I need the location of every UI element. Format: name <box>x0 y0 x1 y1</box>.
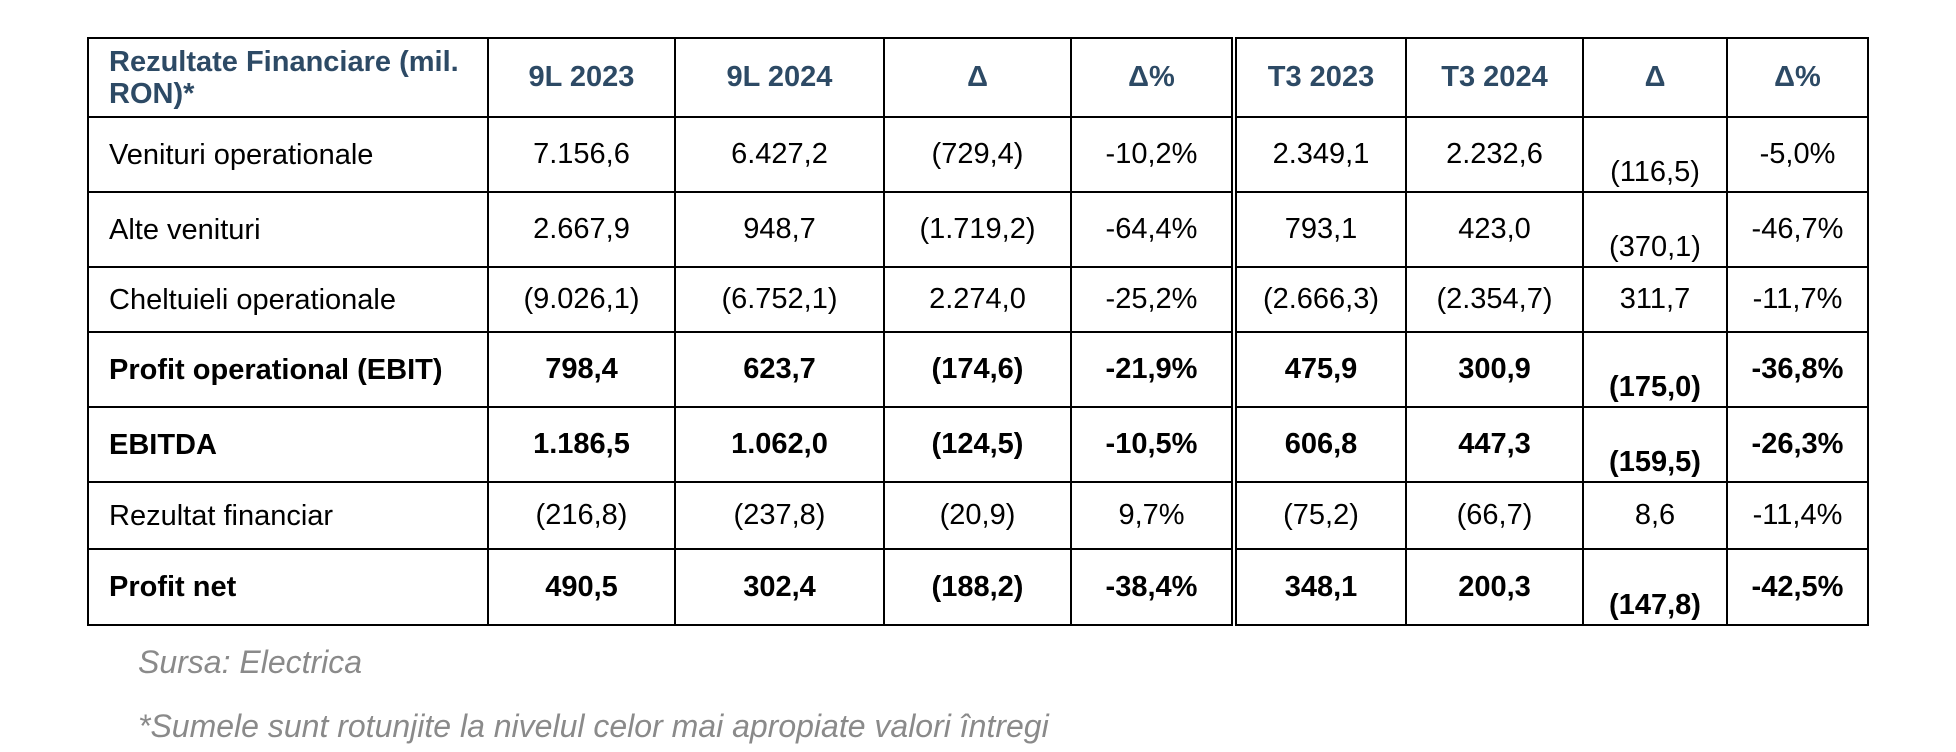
cell-t3-2024: 447,3 <box>1405 406 1584 483</box>
cell-9l-delta-pct: -21,9% <box>1070 331 1237 408</box>
cell-9l-2024: 6.427,2 <box>674 116 885 193</box>
cell-9l-delta-pct: -10,2% <box>1070 116 1237 193</box>
row-label: Rezultat financiar <box>87 481 489 550</box>
cell-9l-delta-pct: 9,7% <box>1070 481 1237 550</box>
table-row: EBITDA 1.186,5 1.062,0 (124,5) -10,5% 60… <box>87 406 1869 483</box>
table-row: Profit operational (EBIT) 798,4 623,7 (1… <box>87 331 1869 408</box>
cell-t3-delta: 311,7 <box>1582 266 1728 333</box>
cell-9l-delta-pct: -38,4% <box>1070 548 1237 626</box>
header-9l-2024: 9L 2024 <box>674 37 885 118</box>
table-header-row: Rezultate Financiare (mil. RON)* 9L 2023… <box>87 37 1869 118</box>
cell-9l-delta: (124,5) <box>883 406 1072 483</box>
cell-t3-2024: 423,0 <box>1405 191 1584 268</box>
row-label: Profit operational (EBIT) <box>87 331 489 408</box>
cell-9l-2024: (237,8) <box>674 481 885 550</box>
header-label: Rezultate Financiare (mil. RON)* <box>87 37 489 118</box>
cell-9l-delta-pct: -25,2% <box>1070 266 1237 333</box>
source-note: Sursa: Electrica <box>138 644 363 680</box>
cell-9l-2023: 798,4 <box>487 331 676 408</box>
cell-t3-2023: 2.349,1 <box>1233 116 1407 193</box>
cell-t3-delta-pct: -11,4% <box>1726 481 1869 550</box>
cell-t3-2023: 793,1 <box>1233 191 1407 268</box>
header-9l-delta-pct: Δ% <box>1070 37 1237 118</box>
row-label: EBITDA <box>87 406 489 483</box>
cell-t3-2023: (75,2) <box>1233 481 1407 550</box>
cell-9l-2023: 2.667,9 <box>487 191 676 268</box>
table-row: Venituri operationale 7.156,6 6.427,2 (7… <box>87 116 1869 193</box>
cell-t3-delta: (370,1) <box>1582 191 1728 268</box>
cell-9l-2024: 1.062,0 <box>674 406 885 483</box>
cell-t3-delta-pct: -11,7% <box>1726 266 1869 333</box>
cell-t3-2024: 2.232,6 <box>1405 116 1584 193</box>
financial-results-table: Rezultate Financiare (mil. RON)* 9L 2023… <box>87 37 1869 626</box>
cell-t3-delta-pct: -42,5% <box>1726 548 1869 626</box>
cell-t3-delta-pct: -36,8% <box>1726 331 1869 408</box>
cell-9l-delta: (20,9) <box>883 481 1072 550</box>
cell-t3-delta: (175,0) <box>1582 331 1728 408</box>
cell-t3-delta-pct: -46,7% <box>1726 191 1869 268</box>
cell-9l-2023: 490,5 <box>487 548 676 626</box>
cell-9l-2024: 302,4 <box>674 548 885 626</box>
cell-9l-delta-pct: -64,4% <box>1070 191 1237 268</box>
rounding-note: *Sumele sunt rotunjite la nivelul celor … <box>138 708 1049 744</box>
cell-t3-delta: (116,5) <box>1582 116 1728 193</box>
row-label: Alte venituri <box>87 191 489 268</box>
row-label: Venituri operationale <box>87 116 489 193</box>
cell-t3-2023: 475,9 <box>1233 331 1407 408</box>
cell-9l-2024: 623,7 <box>674 331 885 408</box>
cell-9l-delta: (188,2) <box>883 548 1072 626</box>
table-row: Cheltuieli operationale (9.026,1) (6.752… <box>87 266 1869 333</box>
header-t3-2023: T3 2023 <box>1233 37 1407 118</box>
cell-9l-2023: (216,8) <box>487 481 676 550</box>
table-row: Alte venituri 2.667,9 948,7 (1.719,2) -6… <box>87 191 1869 268</box>
table-row: Profit net 490,5 302,4 (188,2) -38,4% 34… <box>87 548 1869 626</box>
header-t3-delta-pct: Δ% <box>1726 37 1869 118</box>
cell-t3-2023: 348,1 <box>1233 548 1407 626</box>
cell-t3-2023: 606,8 <box>1233 406 1407 483</box>
header-t3-delta: Δ <box>1582 37 1728 118</box>
header-9l-delta: Δ <box>883 37 1072 118</box>
cell-t3-delta-pct: -5,0% <box>1726 116 1869 193</box>
cell-9l-2024: (6.752,1) <box>674 266 885 333</box>
table-row: Rezultat financiar (216,8) (237,8) (20,9… <box>87 481 1869 550</box>
cell-9l-2024: 948,7 <box>674 191 885 268</box>
cell-t3-2024: (66,7) <box>1405 481 1584 550</box>
cell-9l-delta: (174,6) <box>883 331 1072 408</box>
cell-9l-2023: 1.186,5 <box>487 406 676 483</box>
cell-9l-delta: (1.719,2) <box>883 191 1072 268</box>
cell-t3-delta: (147,8) <box>1582 548 1728 626</box>
cell-9l-delta: 2.274,0 <box>883 266 1072 333</box>
header-t3-2024: T3 2024 <box>1405 37 1584 118</box>
cell-t3-delta: (159,5) <box>1582 406 1728 483</box>
cell-t3-delta-pct: -26,3% <box>1726 406 1869 483</box>
cell-t3-2024: 200,3 <box>1405 548 1584 626</box>
cell-t3-delta: 8,6 <box>1582 481 1728 550</box>
cell-9l-2023: 7.156,6 <box>487 116 676 193</box>
cell-9l-delta-pct: -10,5% <box>1070 406 1237 483</box>
cell-t3-2024: (2.354,7) <box>1405 266 1584 333</box>
row-label: Cheltuieli operationale <box>87 266 489 333</box>
cell-t3-2024: 300,9 <box>1405 331 1584 408</box>
cell-9l-delta: (729,4) <box>883 116 1072 193</box>
header-9l-2023: 9L 2023 <box>487 37 676 118</box>
cell-t3-2023: (2.666,3) <box>1233 266 1407 333</box>
cell-9l-2023: (9.026,1) <box>487 266 676 333</box>
row-label: Profit net <box>87 548 489 626</box>
